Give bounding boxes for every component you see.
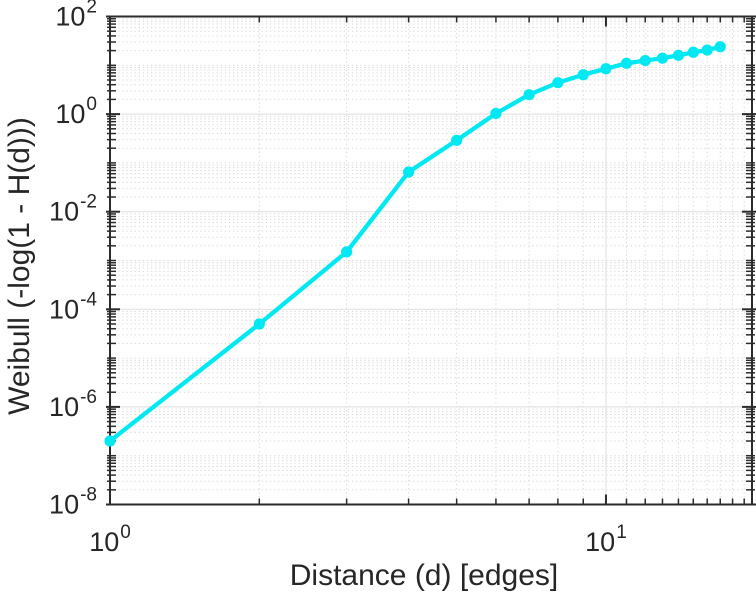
data-point — [104, 435, 116, 447]
data-point — [600, 63, 612, 75]
data-point — [656, 52, 669, 64]
data-point — [620, 57, 633, 69]
x-axis-label: Distance (d) [edges] — [289, 559, 559, 592]
y-tick-labels: 102 100 10-2 10-4 10-6 10-8 — [49, 0, 97, 520]
y-axis-label: Weibull (-log(1 - H(d))) — [3, 117, 36, 415]
y-tick-label: 102 — [55, 0, 97, 32]
data-point — [672, 49, 685, 61]
data-point — [687, 46, 699, 58]
x-tick-label: 100 — [89, 522, 131, 557]
grid-minor — [110, 16, 752, 505]
x-tick-label: 101 — [585, 522, 627, 557]
data-point — [701, 44, 713, 56]
axes-box — [109, 15, 753, 506]
grid-major — [110, 16, 752, 505]
data-line — [107, 44, 723, 444]
y-tick-label: 10-2 — [49, 192, 97, 227]
y-tick-label: 10-6 — [49, 387, 97, 422]
y-tick-label: 100 — [55, 94, 97, 129]
data-point — [451, 134, 463, 146]
data-point — [639, 54, 651, 67]
data-point — [402, 166, 415, 178]
y-tick-label: 10-8 — [49, 485, 97, 520]
data-point — [552, 77, 564, 89]
x-tick-labels: 100 101 — [89, 522, 627, 557]
y-tick-label: 10-4 — [49, 289, 97, 324]
data-point — [341, 246, 353, 258]
data-point — [490, 107, 502, 120]
data-point — [714, 41, 726, 53]
data-points — [104, 41, 726, 447]
data-point — [577, 69, 589, 81]
data-point — [523, 89, 535, 101]
data-point — [253, 318, 265, 330]
axis-ticks — [106, 15, 756, 506]
